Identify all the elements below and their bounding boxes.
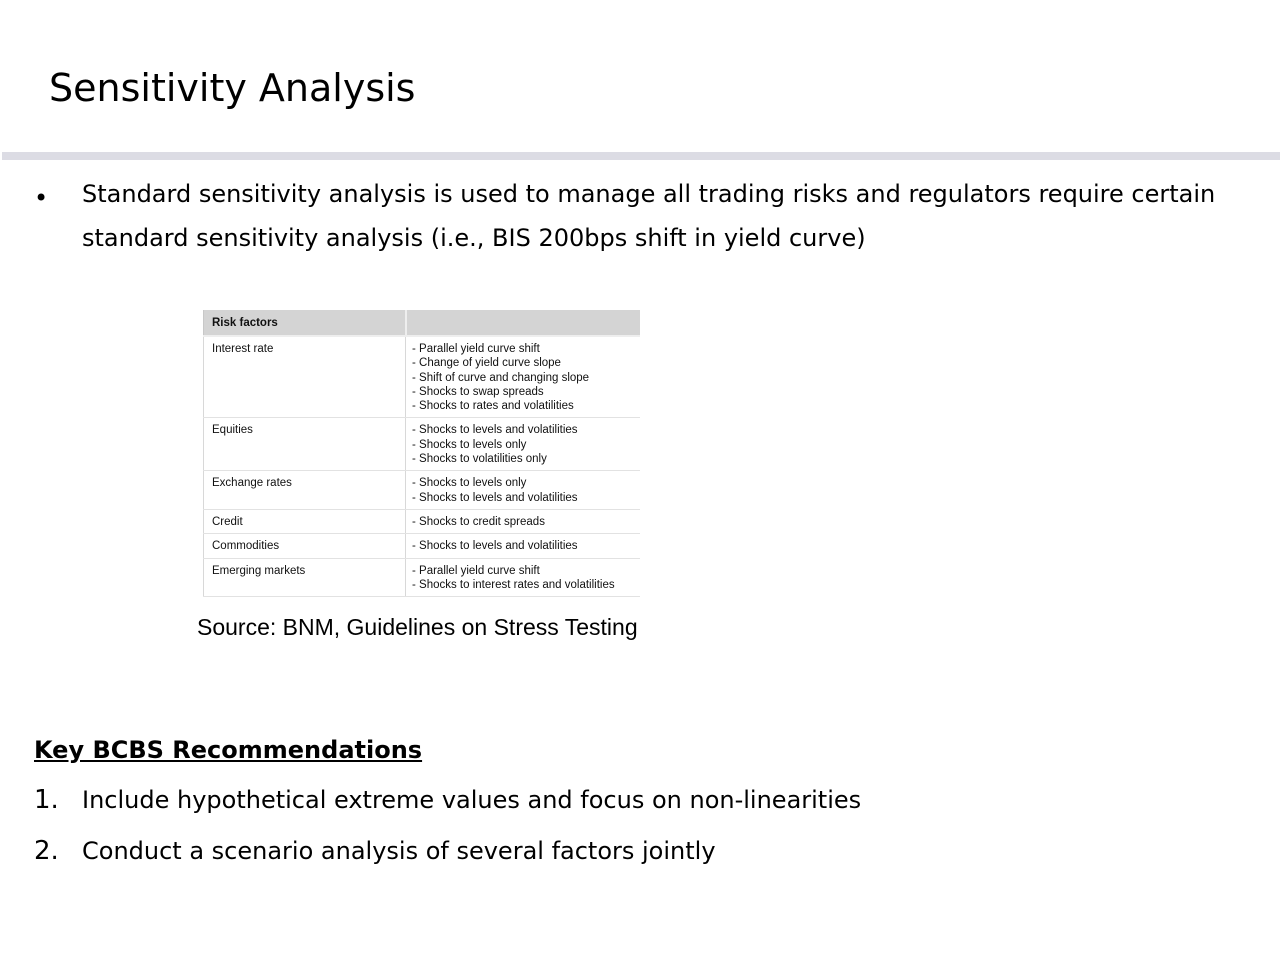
shock-item: - Shocks to interest rates and volatilit…	[412, 578, 615, 591]
risk-factor-cell: Equities	[203, 417, 406, 472]
recommendation-text: Include hypothetical extreme values and …	[82, 786, 862, 814]
recommendation-number: 2.	[34, 836, 59, 866]
risk-factor-cell: Exchange rates	[203, 470, 406, 510]
shock-item: - Shocks to levels and volatilities	[412, 424, 578, 437]
header-shocks	[404, 310, 640, 337]
table-row: Commodities - Shocks to levels and volati…	[203, 533, 640, 559]
table-body: Interest rate - Parallel yield curve shif…	[203, 336, 640, 598]
title-divider	[2, 152, 1280, 160]
table-source-caption: Source: BNM, Guidelines on Stress Testin…	[197, 614, 638, 640]
slide-title: Sensitivity Analysis	[49, 66, 416, 110]
risk-factor-cell: Interest rate	[203, 336, 406, 419]
shocks-cell: - Shocks to levels and volatilities - Sho…	[405, 417, 640, 472]
shocks-cell: - Shocks to credit spreads	[405, 509, 640, 535]
shock-item: - Shocks to levels and volatilities	[412, 491, 578, 504]
shock-item: - Shocks to levels and volatilities	[412, 540, 578, 553]
table-header-row: Risk factors	[203, 310, 640, 337]
recommendation-number: 1.	[34, 785, 59, 815]
risk-factors-table-image: Risk factors Interest rate - Parallel yie…	[203, 310, 640, 605]
risk-factor-cell: Credit	[203, 509, 406, 535]
header-risk-factors: Risk factors	[203, 310, 406, 337]
shocks-cell: - Shocks to levels and volatilities	[405, 533, 640, 559]
shock-item: - Shocks to levels only	[412, 438, 527, 451]
recommendation-text: Conduct a scenario analysis of several f…	[82, 837, 716, 865]
shock-item: - Parallel yield curve shift	[412, 343, 540, 355]
risk-factor-cell: Emerging markets	[203, 558, 406, 598]
recommendations-heading: Key BCBS Recommendations	[34, 736, 423, 764]
table-row: Credit - Shocks to credit spreads	[203, 509, 640, 535]
shock-item: - Shocks to rates and volatilities	[412, 400, 574, 413]
shock-item: - Parallel yield curve shift	[412, 564, 540, 577]
table-row: Emerging markets - Parallel yield curve s…	[203, 558, 640, 598]
shock-item: - Shocks to levels only	[412, 477, 527, 490]
shock-item: - Shocks to credit spreads	[412, 515, 545, 528]
shock-item: - Shocks to swap spreads	[412, 385, 544, 398]
table-row: Exchange rates - Shocks to levels only - S…	[203, 470, 640, 510]
shocks-cell: - Shocks to levels only - Shocks to level…	[405, 470, 640, 510]
shock-item: - Change of yield curve slope	[412, 357, 561, 370]
table-row: Interest rate - Parallel yield curve shif…	[203, 336, 640, 419]
shocks-cell: - Parallel yield curve shift - Change of …	[405, 336, 640, 419]
shock-item: - Shift of curve and changing slope	[412, 371, 590, 384]
risk-factors-table: Risk factors Interest rate - Parallel yie…	[203, 310, 640, 598]
table-row: Equities - Shocks to levels and volatilit…	[203, 417, 640, 472]
risk-factor-cell: Commodities	[203, 533, 406, 559]
bullet-marker: •	[34, 184, 49, 212]
shocks-cell: - Parallel yield curve shift - Shocks to …	[405, 558, 640, 598]
bullet-text: Standard sensitivity analysis is used to…	[82, 180, 1216, 252]
shock-item: - Shocks to volatilities only	[412, 453, 547, 466]
